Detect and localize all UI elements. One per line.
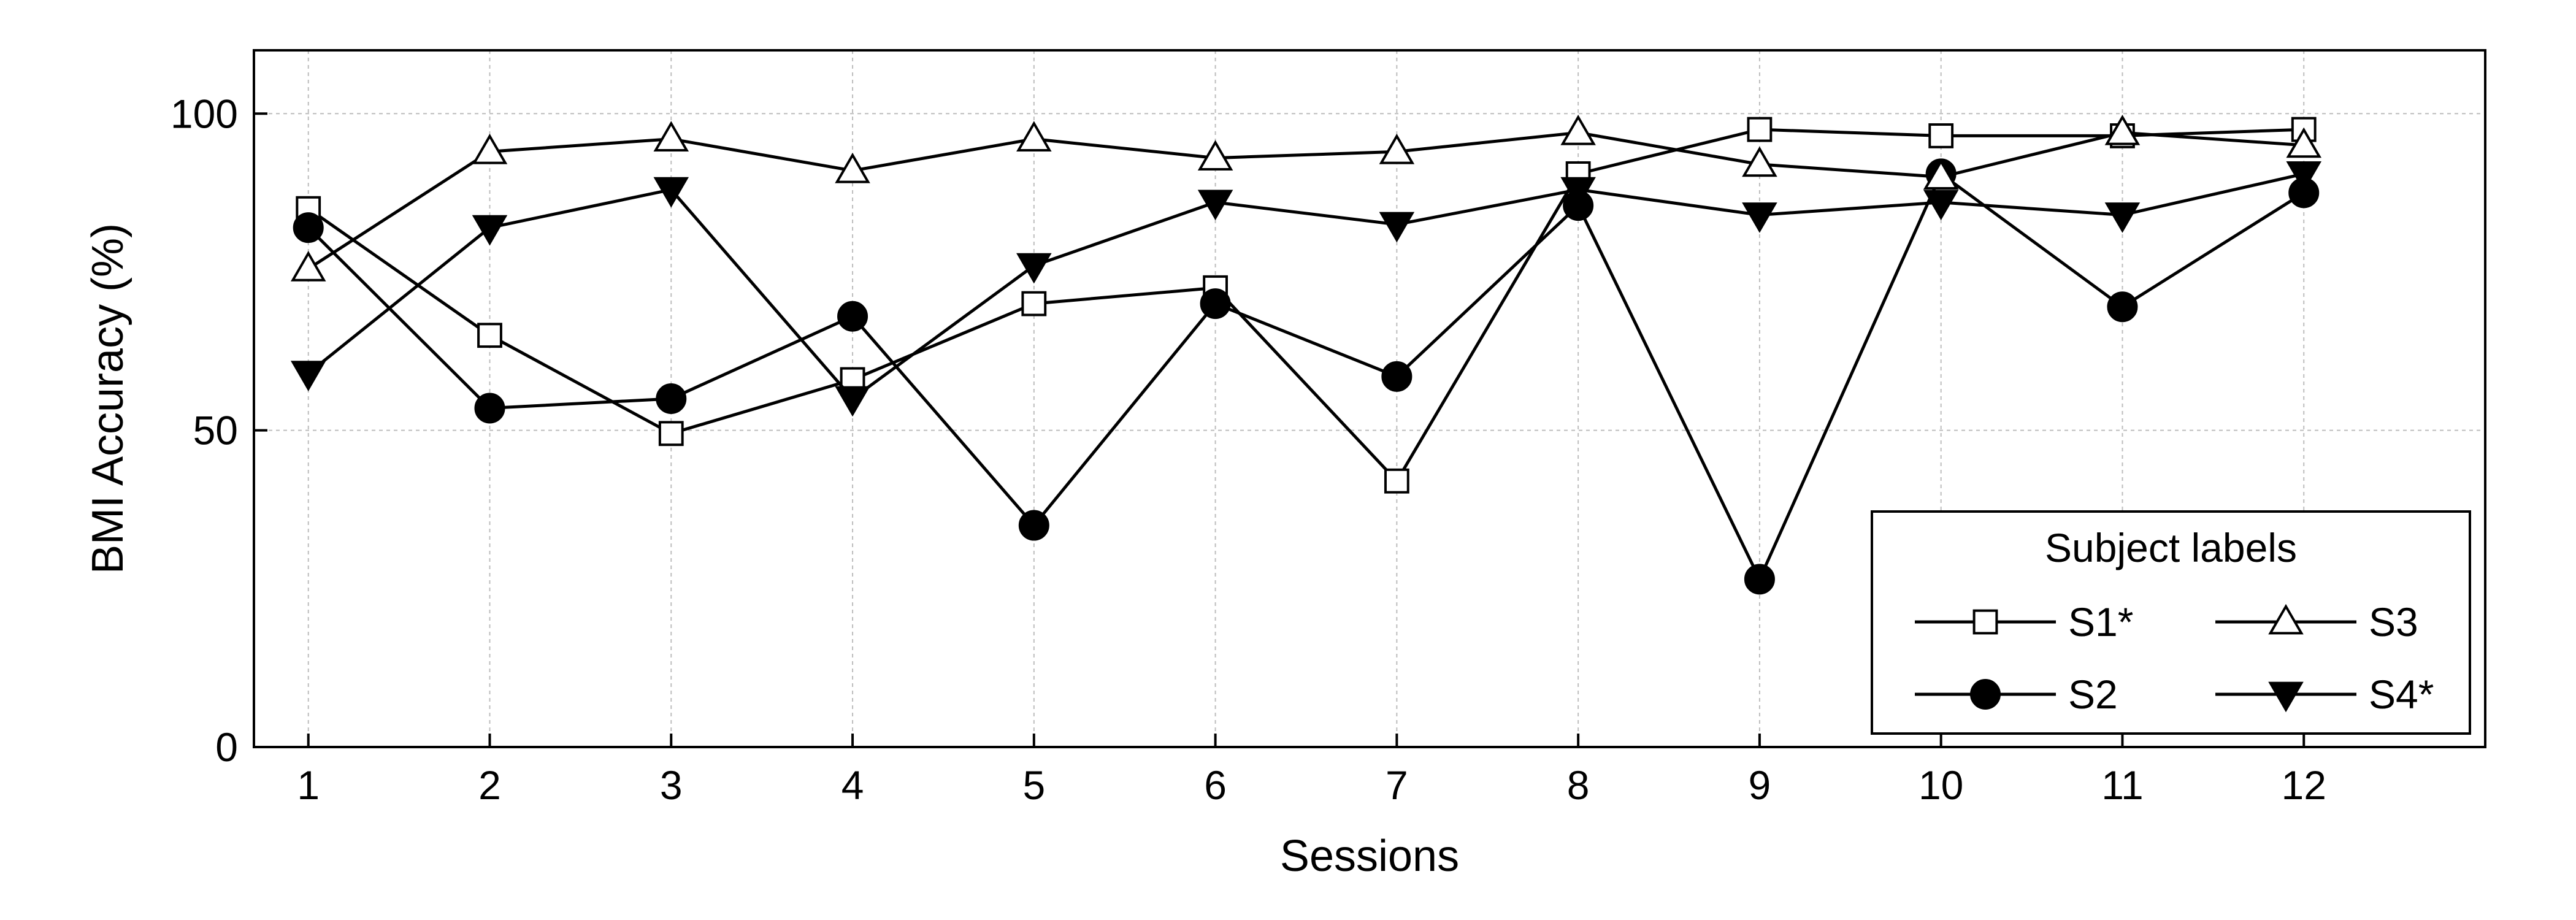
data-point xyxy=(474,393,505,424)
legend-label: S2 xyxy=(2068,672,2118,717)
data-point xyxy=(1197,140,1233,171)
data-point xyxy=(1016,121,1052,151)
y-tick-label: 50 xyxy=(193,408,238,453)
data-point xyxy=(1384,468,1409,494)
y-axis-label: BMI Accuracy (%) xyxy=(83,223,132,574)
data-point xyxy=(1560,177,1596,208)
data-point xyxy=(293,212,324,243)
legend-entry: S1* xyxy=(1915,599,2133,645)
data-point xyxy=(656,383,687,414)
data-point xyxy=(2286,127,2321,158)
data-point xyxy=(1021,291,1047,316)
series-line xyxy=(307,128,2304,484)
legend-label: S4* xyxy=(2369,672,2434,717)
data-point xyxy=(2107,291,2138,323)
data-point xyxy=(290,361,326,391)
legend-entry: S3 xyxy=(2215,599,2418,645)
data-point xyxy=(1747,117,1773,142)
data-point xyxy=(2104,202,2141,233)
data-point xyxy=(653,177,689,208)
x-tick-label: 8 xyxy=(1567,762,1590,808)
data-point xyxy=(1016,253,1052,284)
x-tick-label: 2 xyxy=(478,762,501,808)
data-point xyxy=(1928,123,1954,148)
data-point xyxy=(2104,114,2141,145)
data-point xyxy=(1560,114,1596,145)
data-point xyxy=(477,323,502,348)
data-point xyxy=(653,121,689,151)
legend-marker xyxy=(1970,679,2001,710)
series-line xyxy=(307,131,2304,270)
data-point xyxy=(1923,190,1959,221)
data-point xyxy=(1018,510,1049,541)
legend-marker xyxy=(2268,681,2304,713)
legend-label: S3 xyxy=(2369,599,2418,645)
series-1 xyxy=(296,117,2317,494)
data-point xyxy=(1381,361,1413,392)
y-tick-label: 0 xyxy=(215,724,238,770)
y-tick-label: 100 xyxy=(171,91,238,136)
data-point xyxy=(472,133,508,164)
data-point xyxy=(1200,288,1231,320)
legend-entry: S2 xyxy=(1915,672,2118,717)
data-point xyxy=(658,421,684,447)
data-point xyxy=(1923,159,1959,190)
x-tick-label: 1 xyxy=(297,762,320,808)
x-tick-label: 6 xyxy=(1204,762,1227,808)
legend-marker xyxy=(2268,604,2304,635)
data-point xyxy=(290,250,326,282)
x-tick-label: 4 xyxy=(841,762,864,808)
data-point xyxy=(1197,190,1233,221)
x-tick-label: 10 xyxy=(1919,762,1963,808)
data-point xyxy=(472,215,508,246)
data-point xyxy=(837,301,868,332)
x-tick-label: 7 xyxy=(1386,762,1408,808)
legend-entry: S4* xyxy=(2215,672,2434,717)
series xyxy=(290,114,2321,595)
x-tick-label: 11 xyxy=(2101,762,2144,808)
data-point xyxy=(2286,161,2321,192)
series-4 xyxy=(290,161,2321,417)
legend-title: Subject labels xyxy=(2045,525,2297,570)
legend-label: S1* xyxy=(2068,599,2133,645)
data-point xyxy=(1742,202,1777,233)
legend-marker xyxy=(1972,609,1998,635)
x-tick-label: 3 xyxy=(660,762,683,808)
series-3 xyxy=(290,114,2321,282)
x-axis-label: Sessions xyxy=(1280,832,1459,881)
data-point xyxy=(835,386,870,417)
x-tick-label: 5 xyxy=(1022,762,1045,808)
legend: Subject labels S1* S3 S2 S4* xyxy=(1871,510,2471,735)
data-point xyxy=(1742,146,1777,177)
series-line xyxy=(307,172,2304,401)
x-tick-label: 12 xyxy=(2282,762,2326,808)
x-tick-label: 9 xyxy=(1749,762,1771,808)
data-point xyxy=(1744,564,1775,595)
series-line xyxy=(307,171,2305,583)
data-point xyxy=(835,152,870,183)
data-point xyxy=(1379,133,1415,164)
data-point xyxy=(1379,212,1415,243)
plot-frame xyxy=(253,49,2486,748)
